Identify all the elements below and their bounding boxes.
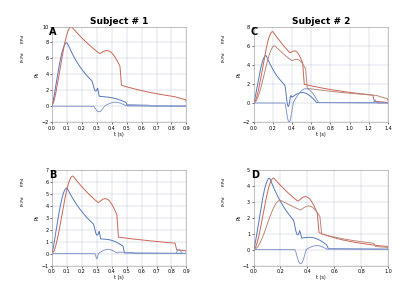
Y-axis label: Ps: Ps: [236, 72, 242, 77]
Text: C: C: [251, 27, 258, 37]
Text: P-Pd: P-Pd: [20, 177, 24, 186]
Text: P-Pd: P-Pd: [222, 177, 226, 186]
Text: B: B: [49, 170, 57, 180]
Text: A: A: [49, 27, 57, 37]
Text: D: D: [251, 170, 259, 180]
Text: Pr-Pd: Pr-Pd: [222, 195, 226, 206]
Y-axis label: Ps: Ps: [236, 215, 242, 220]
Text: P-Pd: P-Pd: [20, 34, 24, 42]
X-axis label: t (s): t (s): [114, 132, 124, 137]
X-axis label: t (s): t (s): [316, 275, 326, 280]
Y-axis label: Ps: Ps: [35, 215, 40, 220]
Text: Pr-Pd: Pr-Pd: [20, 195, 24, 206]
Text: Pr-Pd: Pr-Pd: [222, 52, 226, 62]
Y-axis label: Ps: Ps: [35, 72, 40, 77]
Text: Pr-Pd: Pr-Pd: [20, 52, 24, 62]
Title: Subject # 1: Subject # 1: [90, 17, 148, 26]
X-axis label: t (s): t (s): [316, 132, 326, 137]
Text: P-Pd: P-Pd: [222, 34, 226, 42]
X-axis label: t (s): t (s): [114, 275, 124, 280]
Title: Subject # 2: Subject # 2: [292, 17, 350, 26]
